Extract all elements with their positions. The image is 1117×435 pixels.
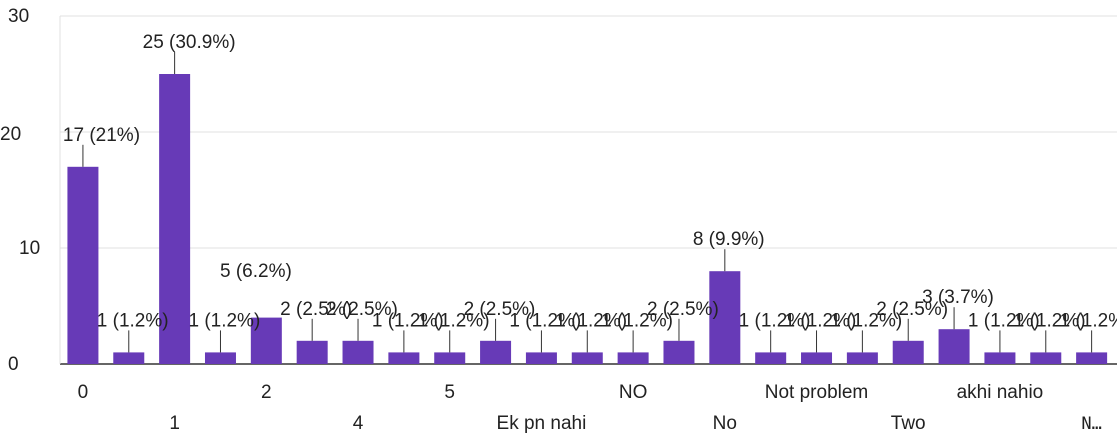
- y-axis: 0 10 20 30: [0, 6, 40, 375]
- bar: [801, 352, 833, 364]
- x-tick-label: akhi nahio: [957, 382, 1044, 403]
- data-label: 1 (1.2%): [968, 310, 1040, 331]
- x-tick-label: N…: [1081, 414, 1101, 434]
- data-label: 2 (2.5%): [326, 299, 398, 320]
- bar: [113, 352, 145, 364]
- bar: [892, 340, 924, 364]
- x-tick-label: 4: [353, 413, 364, 434]
- data-label: 1 (1.2%): [785, 310, 857, 331]
- bar: [388, 352, 420, 364]
- bar: [1076, 352, 1108, 364]
- data-label: 1 (1.2%): [555, 310, 627, 331]
- x-tick-label: No: [713, 413, 737, 434]
- x-tick-label: 0: [78, 382, 89, 403]
- x-tick-label: Two: [891, 413, 926, 434]
- x-tick-label: 5: [444, 382, 455, 403]
- bar: [204, 352, 236, 364]
- bar: [434, 352, 466, 364]
- data-label: 1 (1.2%): [188, 310, 260, 331]
- y-tick-label: 10: [19, 238, 40, 259]
- x-tick-label: Ek pn nahi: [497, 413, 587, 434]
- data-label: 1 (1.2%): [509, 310, 581, 331]
- x-tick-label: Not problem: [765, 382, 869, 403]
- data-label: 1 (1.2%): [601, 310, 673, 331]
- bar: [755, 352, 787, 364]
- data-label: 8 (9.9%): [693, 229, 765, 250]
- bar: [938, 329, 970, 364]
- bar: [159, 74, 191, 364]
- data-label: 2 (2.5%): [464, 299, 536, 320]
- data-label: 2 (2.5%): [280, 299, 352, 320]
- bar: [571, 352, 603, 364]
- data-labels: 17 (21%)1 (1.2%)25 (30.9%)1 (1.2%)2 (2.5…: [63, 32, 1117, 331]
- data-label: 1 (1.2%): [739, 310, 811, 331]
- x-tick-label: NO: [619, 382, 648, 403]
- data-label: 1 (1.2%): [830, 310, 902, 331]
- bar: [67, 166, 99, 364]
- bar: [480, 340, 512, 364]
- x-tick-label: 2: [261, 382, 272, 403]
- bars: [67, 74, 1108, 364]
- data-label: 1 (1.2%): [97, 310, 169, 331]
- bar: [984, 352, 1016, 364]
- bar: [250, 317, 282, 364]
- data-label: 1 (1.2%): [1014, 310, 1086, 331]
- y-tick-label: 0: [8, 354, 19, 375]
- bar: [296, 340, 328, 364]
- data-label: 2 (2.5%): [876, 299, 948, 320]
- y-tick-label: 30: [8, 6, 29, 27]
- data-label: 1 (1.2%): [372, 310, 444, 331]
- bar: [342, 340, 374, 364]
- label-leader-lines: [82, 52, 1093, 353]
- bar: [1030, 352, 1062, 364]
- data-label: 2 (2.5%): [647, 299, 719, 320]
- x-axis: 0 1 2 4 5 Ek pn nahi NO No Not problem Two akhi na…: [78, 382, 1102, 434]
- data-label: 1 (1.2%): [418, 310, 490, 331]
- y-tick-label: 20: [0, 124, 21, 145]
- bar: [846, 352, 878, 364]
- data-label: 1 (1.2%): [1060, 310, 1117, 331]
- bar: [663, 340, 695, 364]
- bar: [525, 352, 557, 364]
- data-label: 5 (6.2%): [220, 261, 292, 282]
- data-label: 25 (30.9%): [143, 32, 236, 53]
- data-label: 17 (21%): [63, 125, 140, 146]
- bar: [709, 271, 741, 364]
- data-label: 3 (3.7%): [922, 287, 994, 308]
- bar: [617, 352, 649, 364]
- x-tick-label: 1: [169, 413, 180, 434]
